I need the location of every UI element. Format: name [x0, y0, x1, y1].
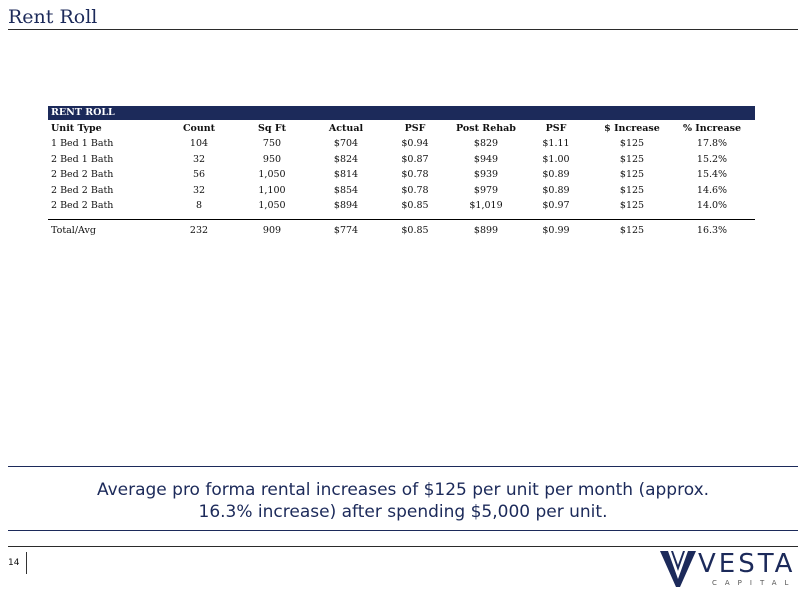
cell-post-rehab: $979	[473, 184, 499, 196]
table-row: 2 Bed 2 Bath 32 1,100 $854 $0.78 $979 $0…	[48, 183, 755, 199]
cell-psf: $0.87	[401, 153, 429, 165]
cell-count: 32	[192, 184, 206, 196]
total-post-rehab: $899	[455, 218, 517, 242]
cell-percent-increase: 14.0%	[696, 200, 728, 212]
cell-dollar-increase: $125	[619, 138, 645, 150]
table-row: 2 Bed 2 Bath 8 1,050 $894 $0.85 $1,019 $…	[48, 198, 755, 214]
logo-subtitle: CAPITAL	[712, 579, 797, 587]
table-row: 1 Bed 1 Bath 104 750 $704 $0.94 $829 $1.…	[48, 136, 755, 152]
company-logo: VESTA CAPITAL	[660, 549, 800, 589]
summary-line-2: 16.3% increase) after spending $5,000 pe…	[198, 502, 608, 522]
cell-post-rehab: $829	[473, 138, 499, 150]
table-row: 2 Bed 1 Bath 32 950 $824 $0.87 $949 $1.0…	[48, 152, 755, 168]
cell-dollar-increase: $125	[619, 169, 645, 181]
table-total-row: Total/Avg 232 909 $774 $0.85 $899 $0.99 …	[48, 218, 755, 242]
header-unit-type: Unit Type	[51, 122, 102, 134]
cell-count: 32	[192, 153, 206, 165]
cell-psf-rehab: $1.11	[542, 138, 570, 150]
page-number-separator	[26, 552, 27, 574]
header-sq-ft: Sq Ft	[258, 122, 286, 134]
cell-unit-type: 2 Bed 2 Bath	[51, 184, 114, 196]
header-psf: PSF	[404, 122, 426, 134]
summary-divider-bottom	[8, 530, 798, 531]
page-title: Rent Roll	[8, 6, 98, 28]
cell-psf-rehab: $0.89	[542, 169, 570, 181]
header-count: Count	[182, 122, 216, 134]
cell-psf: $0.94	[401, 138, 429, 150]
cell-psf-rehab: $0.97	[542, 200, 570, 212]
cell-post-rehab: $949	[473, 153, 499, 165]
header-dollar-increase: $ Increase	[604, 122, 660, 134]
summary-callout: Average pro forma rental increases of $1…	[8, 479, 798, 523]
cell-actual: $704	[333, 138, 359, 150]
cell-psf: $0.85	[401, 200, 429, 212]
cell-count: 56	[192, 169, 206, 181]
cell-psf-rehab: $0.89	[542, 184, 570, 196]
cell-sq-ft: 950	[262, 153, 282, 165]
cell-actual: $894	[333, 200, 359, 212]
cell-percent-increase: 17.8%	[696, 138, 728, 150]
rent-roll-table: RENT ROLL Unit Type Count Sq Ft Actual P…	[48, 106, 755, 242]
header-psf-rehab: PSF	[545, 122, 567, 134]
cell-percent-increase: 15.2%	[696, 153, 728, 165]
cell-sq-ft: 1,050	[258, 169, 286, 181]
total-label: Total/Avg	[48, 218, 171, 242]
table-row: 2 Bed 2 Bath 56 1,050 $814 $0.78 $939 $0…	[48, 167, 755, 183]
cell-count: 8	[195, 200, 203, 212]
table-header-row: Unit Type Count Sq Ft Actual PSF Post Re…	[48, 120, 755, 136]
cell-percent-increase: 14.6%	[696, 184, 728, 196]
cell-post-rehab: $939	[473, 169, 499, 181]
header-post-rehab: Post Rehab	[456, 122, 516, 134]
footer-divider	[8, 546, 798, 547]
cell-psf: $0.78	[401, 184, 429, 196]
cell-unit-type: 2 Bed 2 Bath	[51, 200, 114, 212]
cell-unit-type: 2 Bed 2 Bath	[51, 169, 114, 181]
cell-percent-increase: 15.4%	[696, 169, 728, 181]
title-divider	[8, 29, 798, 30]
summary-divider-top	[8, 466, 798, 467]
total-sq-ft: 909	[227, 218, 317, 242]
page-number: 14	[8, 558, 20, 568]
cell-unit-type: 2 Bed 1 Bath	[51, 153, 114, 165]
cell-sq-ft: 1,050	[258, 200, 286, 212]
cell-sq-ft: 750	[262, 138, 282, 150]
total-dollar-increase: $125	[595, 218, 669, 242]
cell-dollar-increase: $125	[619, 200, 645, 212]
logo-v-icon	[660, 551, 696, 587]
cell-count: 104	[189, 138, 209, 150]
cell-actual: $814	[333, 169, 359, 181]
total-actual: $774	[317, 218, 375, 242]
total-percent-increase: 16.3%	[669, 218, 755, 242]
total-count: 232	[171, 218, 227, 242]
cell-psf: $0.78	[401, 169, 429, 181]
total-psf: $0.85	[375, 218, 455, 242]
summary-line-1: Average pro forma rental increases of $1…	[96, 480, 710, 500]
total-psf-rehab: $0.99	[517, 218, 595, 242]
logo-wordmark: VESTA	[698, 549, 796, 579]
table-band-label: RENT ROLL	[48, 106, 755, 120]
cell-dollar-increase: $125	[619, 153, 645, 165]
cell-post-rehab: $1,019	[469, 200, 503, 212]
cell-sq-ft: 1,100	[258, 184, 286, 196]
cell-dollar-increase: $125	[619, 184, 645, 196]
cell-actual: $854	[333, 184, 359, 196]
header-percent-increase: % Increase	[682, 122, 742, 134]
header-actual: Actual	[328, 122, 364, 134]
cell-actual: $824	[333, 153, 359, 165]
cell-psf-rehab: $1.00	[542, 153, 570, 165]
cell-unit-type: 1 Bed 1 Bath	[51, 138, 114, 150]
